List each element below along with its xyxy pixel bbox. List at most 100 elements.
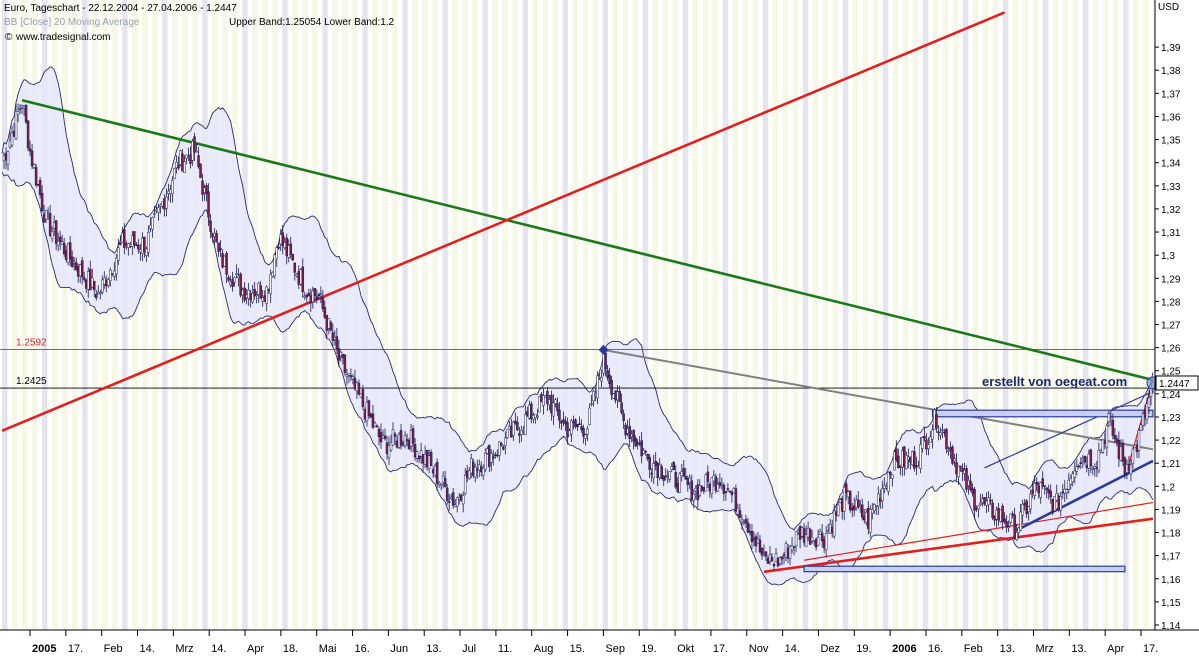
candle-body (271, 272, 274, 277)
candle-body (959, 465, 962, 468)
candle-body (1069, 477, 1073, 485)
x-tick-label: 19. (641, 643, 656, 655)
candle-body (131, 235, 134, 247)
candle-body (291, 254, 295, 261)
week-stripe (962, 0, 969, 630)
y-tick-label: 1,39 (1161, 43, 1181, 54)
candle-body (582, 428, 585, 437)
candle-body (518, 433, 521, 436)
week-stripe (842, 0, 849, 630)
candle-body (716, 483, 720, 492)
horizontal-support-box (803, 565, 1126, 573)
candle-body (905, 455, 908, 469)
candle-body (349, 375, 353, 377)
candle-body (64, 250, 68, 260)
candle-body (141, 237, 144, 254)
candle-body (1095, 467, 1099, 469)
candle-body (704, 474, 708, 492)
candle-body (834, 511, 838, 516)
candle-body (369, 413, 373, 418)
candle-body (405, 439, 409, 441)
lower-band-line (1, 171, 1154, 586)
candle-body (173, 168, 176, 180)
candle-body (203, 187, 206, 193)
candle-body (742, 521, 746, 524)
candle-body (443, 478, 447, 487)
week-stripe (642, 0, 649, 630)
candle-body (684, 476, 688, 480)
candle-body (275, 247, 278, 260)
candle-body (169, 189, 172, 195)
y-tick-label: 1,38 (1161, 66, 1181, 77)
candle-body (385, 442, 389, 454)
candle-body (475, 468, 479, 471)
candle-body (945, 428, 948, 450)
candle-body (1039, 482, 1042, 498)
week-stripe (1012, 0, 1019, 630)
candle-body (692, 493, 696, 501)
candle-body (52, 222, 56, 229)
candle-body (506, 429, 509, 438)
candle-body (622, 413, 625, 421)
candle-body (253, 288, 256, 297)
candle-body (828, 523, 832, 534)
candle-body (808, 528, 812, 545)
candle-body (1119, 446, 1123, 461)
candle-body (754, 536, 758, 547)
candle-body (718, 482, 722, 487)
candle-body (784, 543, 788, 558)
candle-body (471, 461, 475, 476)
candle-body (1115, 438, 1119, 442)
y-tick-label: 1,24 (1161, 390, 1181, 401)
candle-body (616, 391, 619, 401)
candle-body (70, 256, 74, 267)
y-tick-label: 1,2 (1161, 482, 1175, 493)
candle-body (832, 510, 836, 537)
candle-body (915, 465, 918, 468)
week-stripe (972, 0, 979, 630)
candle-body (1061, 491, 1065, 494)
x-tick-label: 15. (570, 643, 585, 655)
y-tick-label: 1,29 (1161, 274, 1181, 285)
candle-body (1127, 463, 1131, 471)
candle-body (594, 393, 597, 396)
candle-body (409, 429, 413, 447)
candle-body (530, 403, 533, 420)
candle-body (484, 452, 487, 470)
y-tick-label: 1,22 (1161, 436, 1181, 447)
candle-body (279, 234, 282, 245)
candle-body (500, 443, 503, 446)
week-stripe (732, 0, 739, 630)
candle-body (706, 471, 710, 483)
candle-body (670, 466, 673, 470)
week-stripe (812, 0, 819, 630)
candle-body (919, 444, 922, 469)
candle-body (72, 261, 76, 264)
candle-body (303, 295, 307, 298)
candle-body (445, 487, 449, 501)
candle-body (556, 403, 559, 412)
week-stripe (1082, 0, 1089, 630)
candle-body (315, 296, 319, 299)
candle-body (881, 488, 884, 501)
candle-body (590, 403, 593, 405)
candle-body (42, 213, 46, 223)
candle-body (107, 279, 110, 286)
candle-body (981, 498, 984, 503)
candle-body (1025, 500, 1028, 515)
candle-body (109, 269, 112, 282)
candle-body (375, 425, 379, 428)
y-tick-label: 1,21 (1161, 459, 1181, 470)
candle-body (854, 499, 858, 508)
candle-body (927, 444, 930, 449)
candle-body (48, 213, 52, 236)
candle-body (516, 421, 519, 431)
candle-body (598, 377, 601, 379)
candle-body (804, 534, 808, 547)
candle-body (6, 151, 10, 165)
price-axis: 1,14 1,15 1,16 1,17 1,18 1,19 1,2 1,21 1,22 1,23 1… (1154, 0, 1199, 658)
candle-body (343, 354, 347, 373)
y-tick-label: 1,32 (1161, 205, 1181, 216)
candle-body (1141, 413, 1145, 426)
candle-body (929, 436, 932, 443)
